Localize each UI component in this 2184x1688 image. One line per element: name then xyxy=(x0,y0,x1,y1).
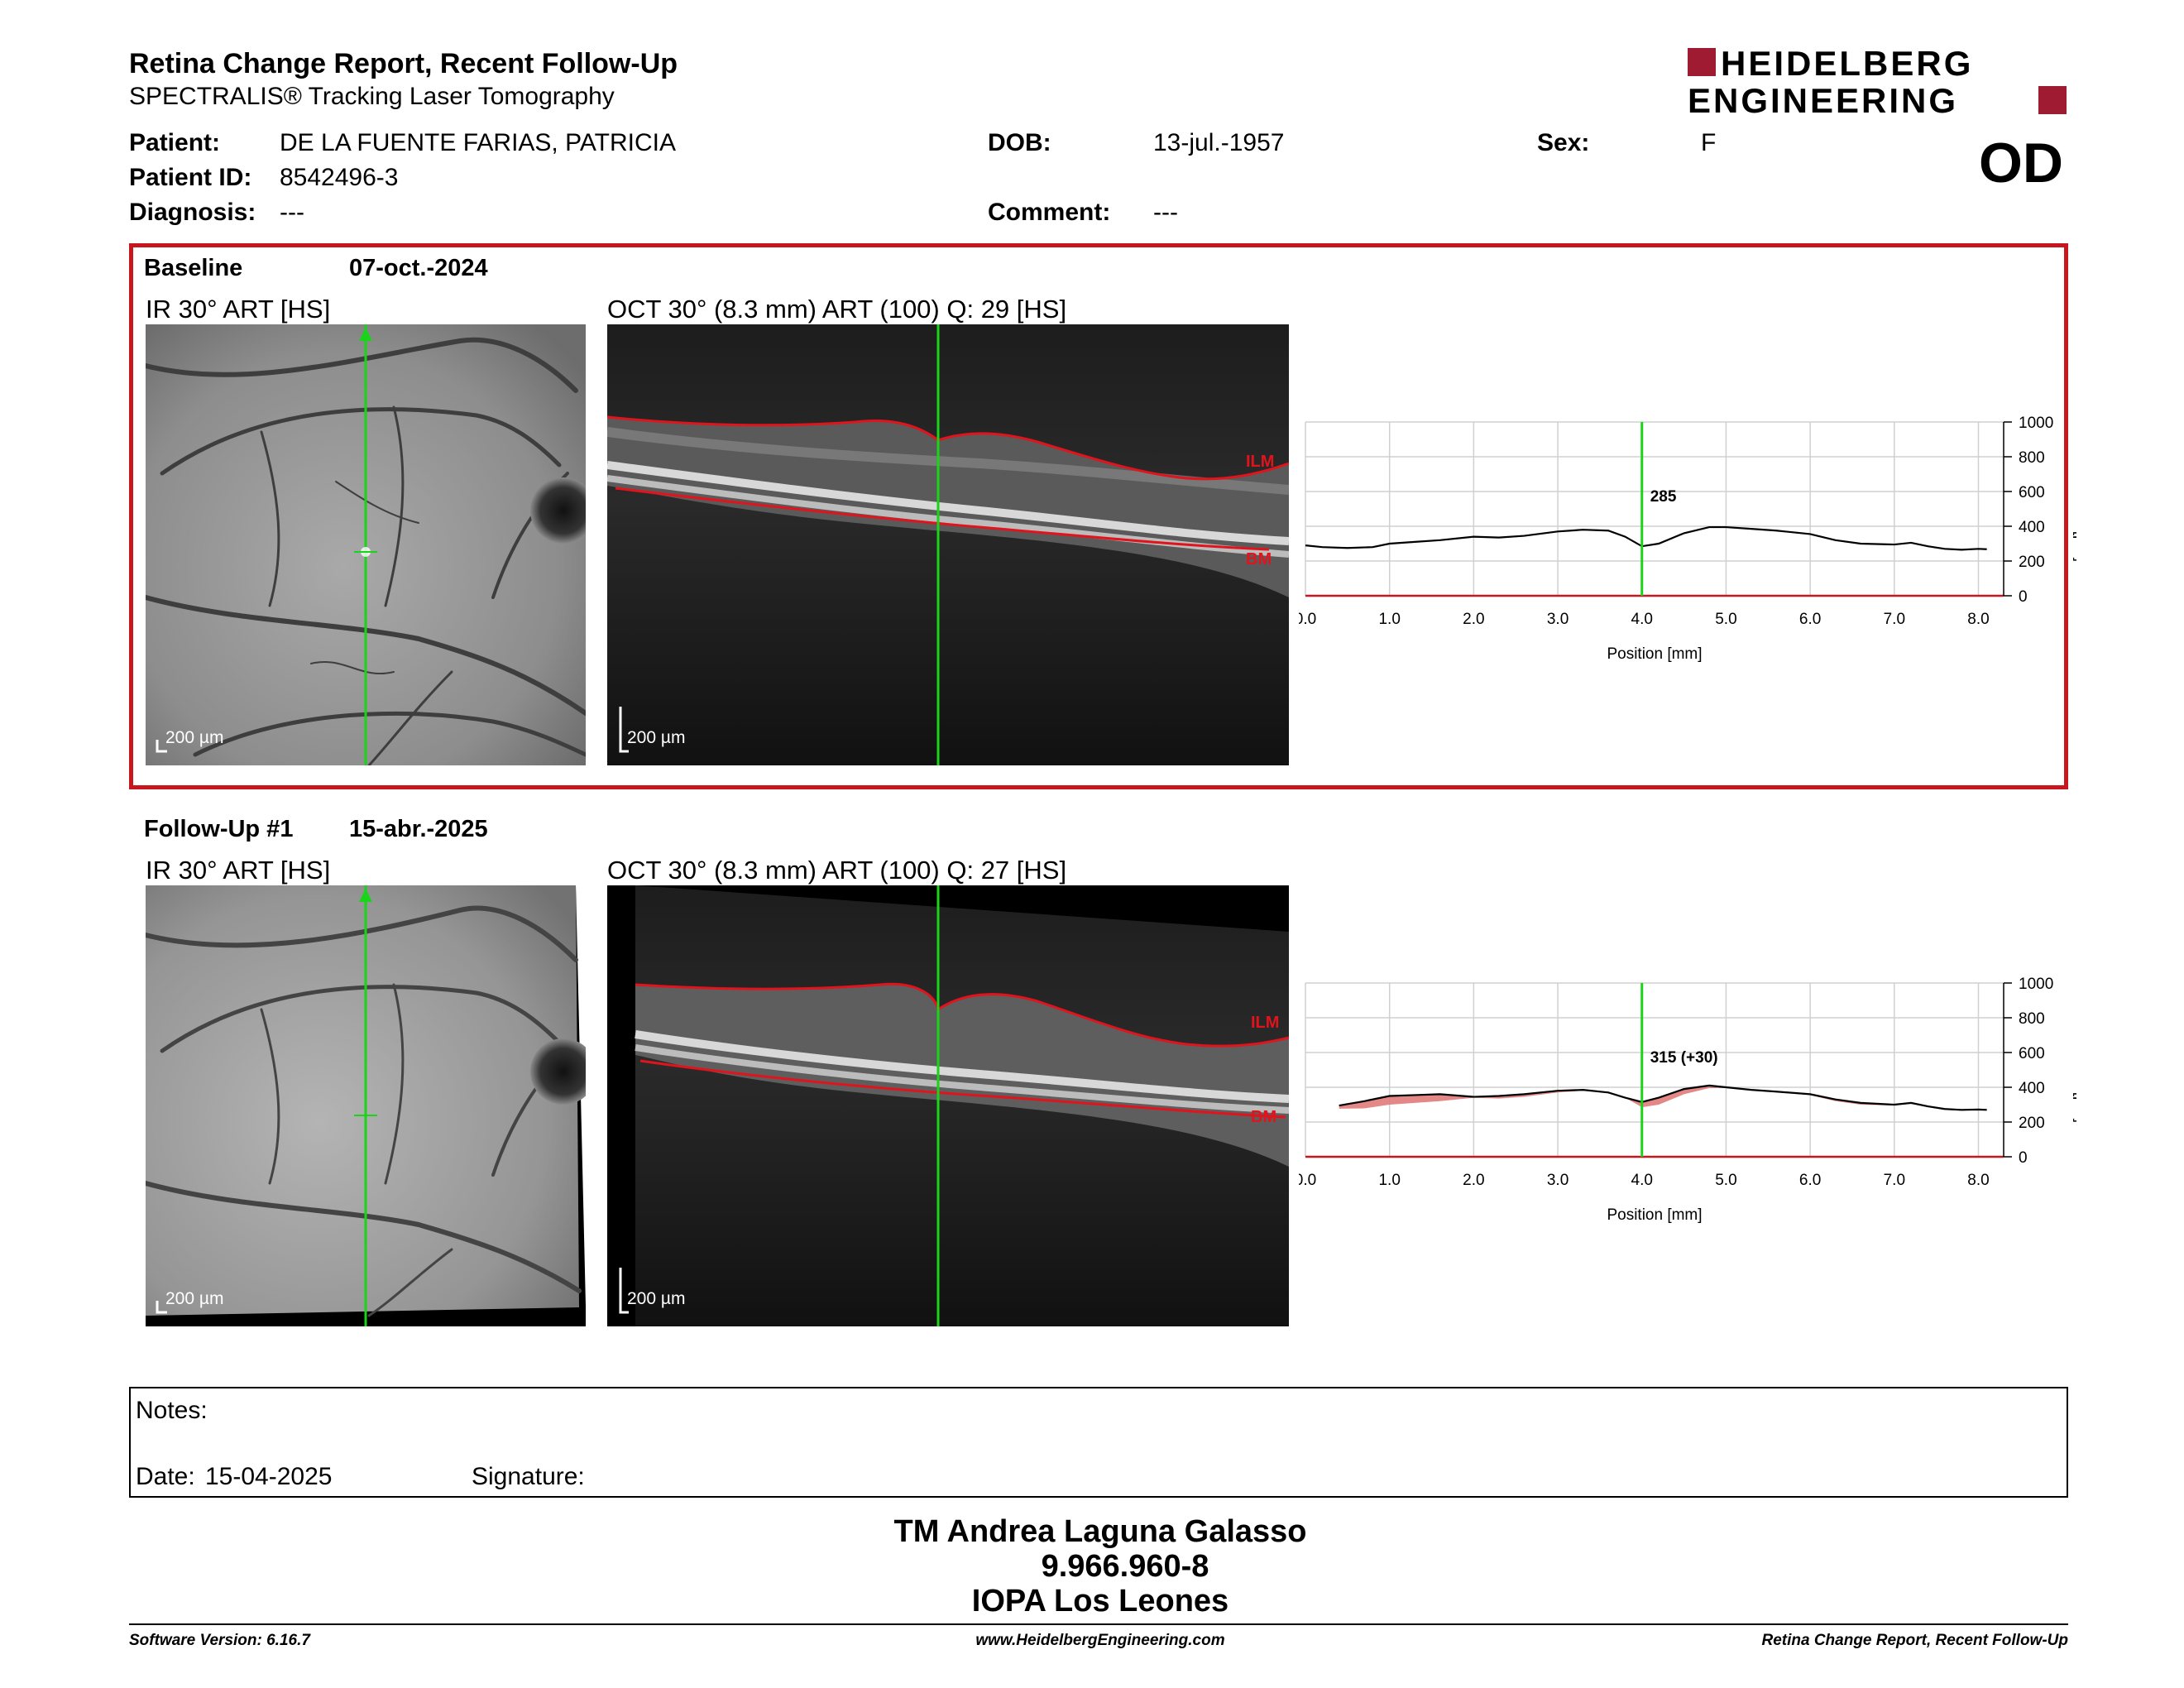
followup-thickness-chart: 0.0 1.0 2.0 3.0 4.0 5.0 6.0 7.0 8.0 0 200 400 600 800… xyxy=(1295,971,2090,1244)
y-tick-label: 1000 xyxy=(2019,415,2053,432)
thickness-difference-area xyxy=(1339,1085,1987,1111)
signature-id: 9.966.960-8 xyxy=(1041,1549,1209,1584)
baseline-oct-image: ILM BM 200 µm xyxy=(607,324,1289,765)
sex-value: F xyxy=(1701,129,1717,156)
sex-label: Sex: xyxy=(1537,129,1590,156)
patient-id-value: 8542496-3 xyxy=(280,164,399,191)
footer-report-name: Retina Change Report, Recent Follow-Up xyxy=(1761,1632,2068,1649)
signature-name: TM Andrea Laguna Galasso xyxy=(893,1514,1307,1549)
x-tick-label: 4.0 xyxy=(1631,1172,1653,1189)
marker-value-label: 285 xyxy=(1650,488,1677,506)
x-tick-label: 8.0 xyxy=(1967,1172,1989,1189)
x-tick-label: 0.0 xyxy=(1299,611,1316,628)
x-tick-label: 7.0 xyxy=(1884,611,1905,628)
notes-date-label: Date: xyxy=(136,1463,195,1490)
footer-software-version: Software Version: 6.16.7 xyxy=(129,1632,310,1649)
x-tick-label: 6.0 xyxy=(1799,1172,1821,1189)
signature-label: Signature: xyxy=(472,1463,585,1490)
y-tick-label: 0 xyxy=(2019,588,2028,606)
notes-date-value: 15-04-2025 xyxy=(205,1463,333,1490)
x-tick-label: 6.0 xyxy=(1799,611,1821,628)
y-tick-label: 400 xyxy=(2019,1080,2045,1097)
dob-value: 13-jul.-1957 xyxy=(1153,129,1285,156)
followup-ir-title: IR 30° ART [HS] xyxy=(146,856,331,885)
baseline-oct-scalebar: 200 µm xyxy=(627,728,686,747)
comment-label: Comment: xyxy=(988,199,1111,226)
y-tick-label: 600 xyxy=(2019,1045,2045,1062)
y-axis-label: Thickness [µm] xyxy=(2072,1017,2076,1123)
y-tick-label: 0 xyxy=(2019,1149,2028,1167)
diagnosis-value: --- xyxy=(280,199,304,226)
notes-label: Notes: xyxy=(136,1397,208,1424)
x-tick-label: 7.0 xyxy=(1884,1172,1905,1189)
baseline-date: 07-oct.-2024 xyxy=(349,255,488,281)
x-tick-label: 5.0 xyxy=(1715,1172,1736,1189)
baseline-oct-title: OCT 30° (8.3 mm) ART (100) Q: 29 [HS] xyxy=(607,295,1067,324)
x-tick-label: 2.0 xyxy=(1463,611,1484,628)
x-tick-label: 0.0 xyxy=(1299,1172,1316,1189)
report-subtitle: SPECTRALIS® Tracking Laser Tomography xyxy=(129,83,615,110)
x-tick-label: 5.0 xyxy=(1715,611,1736,628)
eye-indicator: OD xyxy=(1979,132,2063,194)
y-tick-label: 200 xyxy=(2019,1115,2045,1132)
x-tick-label: 8.0 xyxy=(1967,611,1989,628)
followup-label: Follow-Up #1 xyxy=(144,816,294,842)
x-tick-label: 2.0 xyxy=(1463,1172,1484,1189)
y-axis-label: Thickness [µm] xyxy=(2072,456,2076,562)
baseline-label: Baseline xyxy=(144,255,243,281)
baseline-ir-scalebar: 200 µm xyxy=(165,728,224,747)
report-title: Retina Change Report, Recent Follow-Up xyxy=(129,48,678,79)
baseline-section xyxy=(129,243,2068,789)
patient-label: Patient: xyxy=(129,129,221,156)
followup-ilm-label: ILM xyxy=(1251,1014,1279,1032)
x-tick-label: 1.0 xyxy=(1378,1172,1400,1189)
footer-website[interactable]: www.HeidelbergEngineering.com xyxy=(975,1632,1225,1649)
x-tick-label: 3.0 xyxy=(1547,611,1569,628)
y-tick-label: 600 xyxy=(2019,484,2045,501)
marker-value-label: 315 (+30) xyxy=(1650,1049,1718,1067)
followup-ir-image: 200 µm xyxy=(146,885,586,1326)
y-tick-label: 200 xyxy=(2019,554,2045,571)
brand-line1: HEIDELBERG xyxy=(1721,46,1973,83)
y-tick-label: 800 xyxy=(2019,449,2045,467)
followup-oct-image: ILM BM 200 µm xyxy=(607,885,1289,1326)
footer-divider xyxy=(129,1623,2068,1625)
x-tick-label: 1.0 xyxy=(1378,611,1400,628)
y-tick-label: 800 xyxy=(2019,1010,2045,1028)
y-tick-label: 1000 xyxy=(2019,976,2053,993)
baseline-ilm-label: ILM xyxy=(1246,453,1274,471)
notes-box xyxy=(129,1387,2068,1498)
followup-oct-scalebar: 200 µm xyxy=(627,1289,686,1308)
x-axis-label: Position [mm] xyxy=(1607,1206,1702,1224)
baseline-thickness-chart: 0.0 1.0 2.0 3.0 4.0 5.0 6.0 7.0 8.0 0 200 400 600 800… xyxy=(1295,410,2090,683)
patient-id-label: Patient ID: xyxy=(129,164,252,191)
baseline-ir-title: IR 30° ART [HS] xyxy=(146,295,331,324)
y-tick-label: 400 xyxy=(2019,519,2045,536)
x-tick-label: 3.0 xyxy=(1547,1172,1569,1189)
followup-bm-label: BM xyxy=(1251,1108,1276,1126)
thickness-line xyxy=(1339,1084,1987,1111)
heidelberg-logo: HEIDELBERG ENGINEERING xyxy=(1688,44,2068,120)
dob-label: DOB: xyxy=(988,129,1051,156)
baseline-ir-image: 200 µm xyxy=(146,324,586,765)
x-tick-label: 4.0 xyxy=(1631,611,1653,628)
thickness-line xyxy=(1305,525,1987,551)
brand-line2: ENGINEERING xyxy=(1688,81,1958,117)
signature-institution: IOPA Los Leones xyxy=(971,1584,1229,1618)
followup-oct-title: OCT 30° (8.3 mm) ART (100) Q: 27 [HS] xyxy=(607,856,1067,885)
comment-value: --- xyxy=(1153,199,1178,226)
diagnosis-label: Diagnosis: xyxy=(129,199,256,226)
followup-date: 15-abr.-2025 xyxy=(349,816,488,842)
patient-name: DE LA FUENTE FARIAS, PATRICIA xyxy=(280,129,676,156)
followup-ir-scalebar: 200 µm xyxy=(165,1289,224,1308)
x-axis-label: Position [mm] xyxy=(1607,645,1702,663)
baseline-bm-label: BM xyxy=(1246,550,1272,568)
